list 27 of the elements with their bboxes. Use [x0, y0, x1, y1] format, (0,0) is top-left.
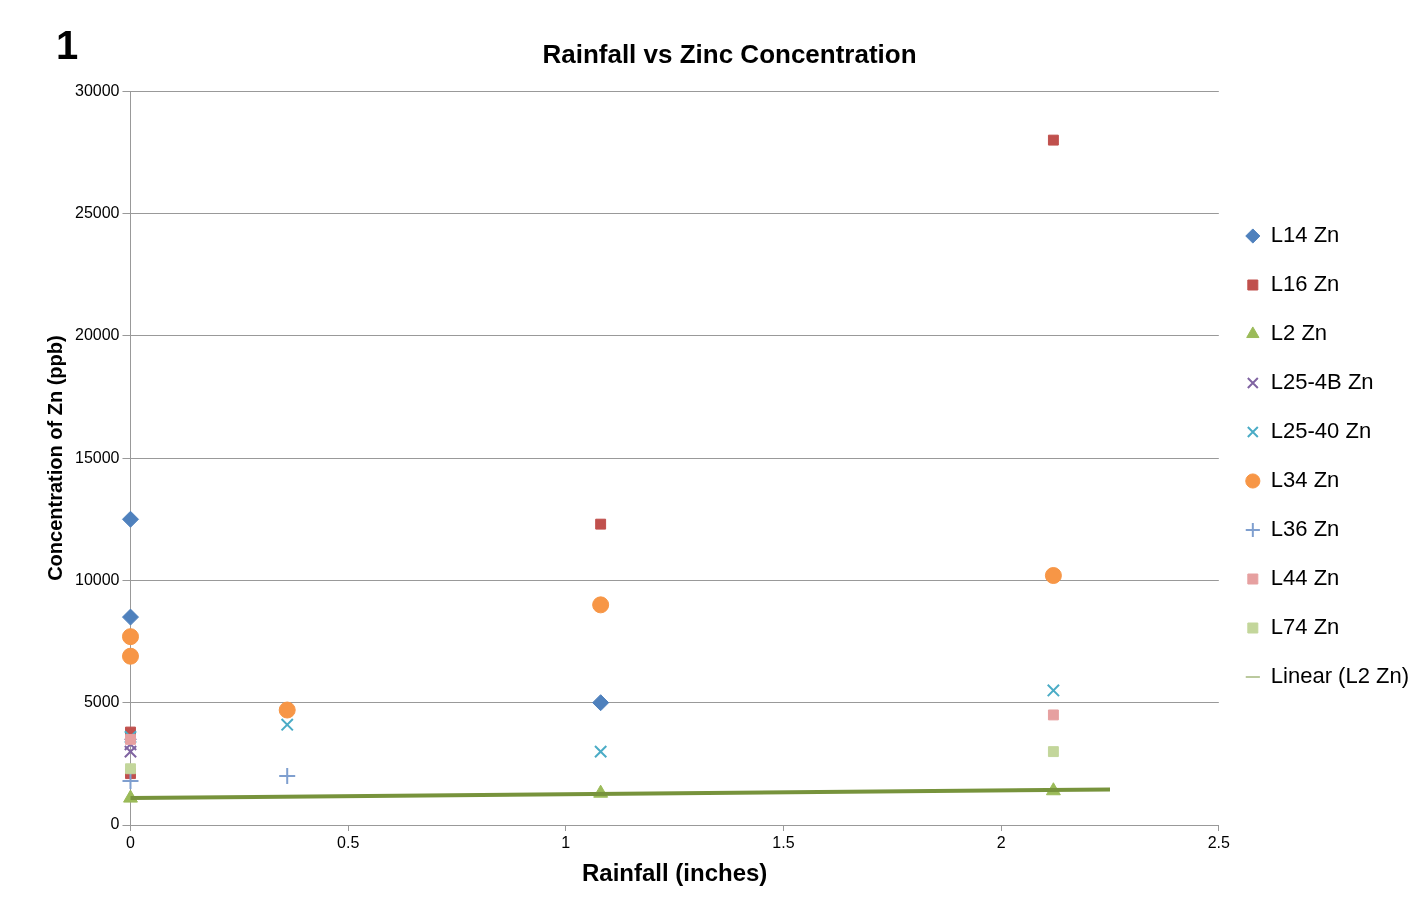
legend-label: L14 Zn [1270, 222, 1340, 248]
y-tick-label: 0 [110, 815, 120, 833]
chart-title: Rainfall vs Zinc Concentration [542, 38, 917, 69]
legend-label: L2 Zn [1270, 320, 1328, 346]
y-tick-label: 10000 [74, 570, 120, 588]
legend-label: Linear (L2 Zn) [1270, 663, 1410, 689]
legend-label: L34 Zn [1270, 467, 1340, 493]
y-axis-title: Concentration of Zn (ppb) [43, 335, 66, 581]
y-tick-label: 15000 [74, 448, 120, 466]
legend-label: L25-4B Zn [1270, 369, 1374, 395]
x-tick-label: 2.5 [1207, 834, 1231, 852]
x-axis-title: Rainfall (inches) [581, 859, 768, 887]
x-tick-label: 1.5 [772, 834, 795, 852]
legend-label: L25-40 Zn [1270, 418, 1372, 444]
x-tick-label: 0 [126, 834, 136, 852]
y-tick-label: 20000 [74, 326, 120, 344]
legend-label: L16 Zn [1270, 271, 1340, 297]
x-tick-label: 1 [561, 834, 571, 852]
text: 1 [56, 23, 79, 68]
legend-label: L36 Zn [1270, 516, 1340, 542]
y-tick-label: 25000 [74, 203, 120, 221]
x-tick-label: 2 [996, 834, 1006, 852]
x-tick-label: 0.5 [337, 834, 360, 852]
y-tick-label: 5000 [83, 693, 120, 711]
y-tick-label: 30000 [74, 81, 120, 99]
legend-label: L74 Zn [1270, 614, 1340, 640]
legend-label: L44 Zn [1270, 565, 1340, 591]
